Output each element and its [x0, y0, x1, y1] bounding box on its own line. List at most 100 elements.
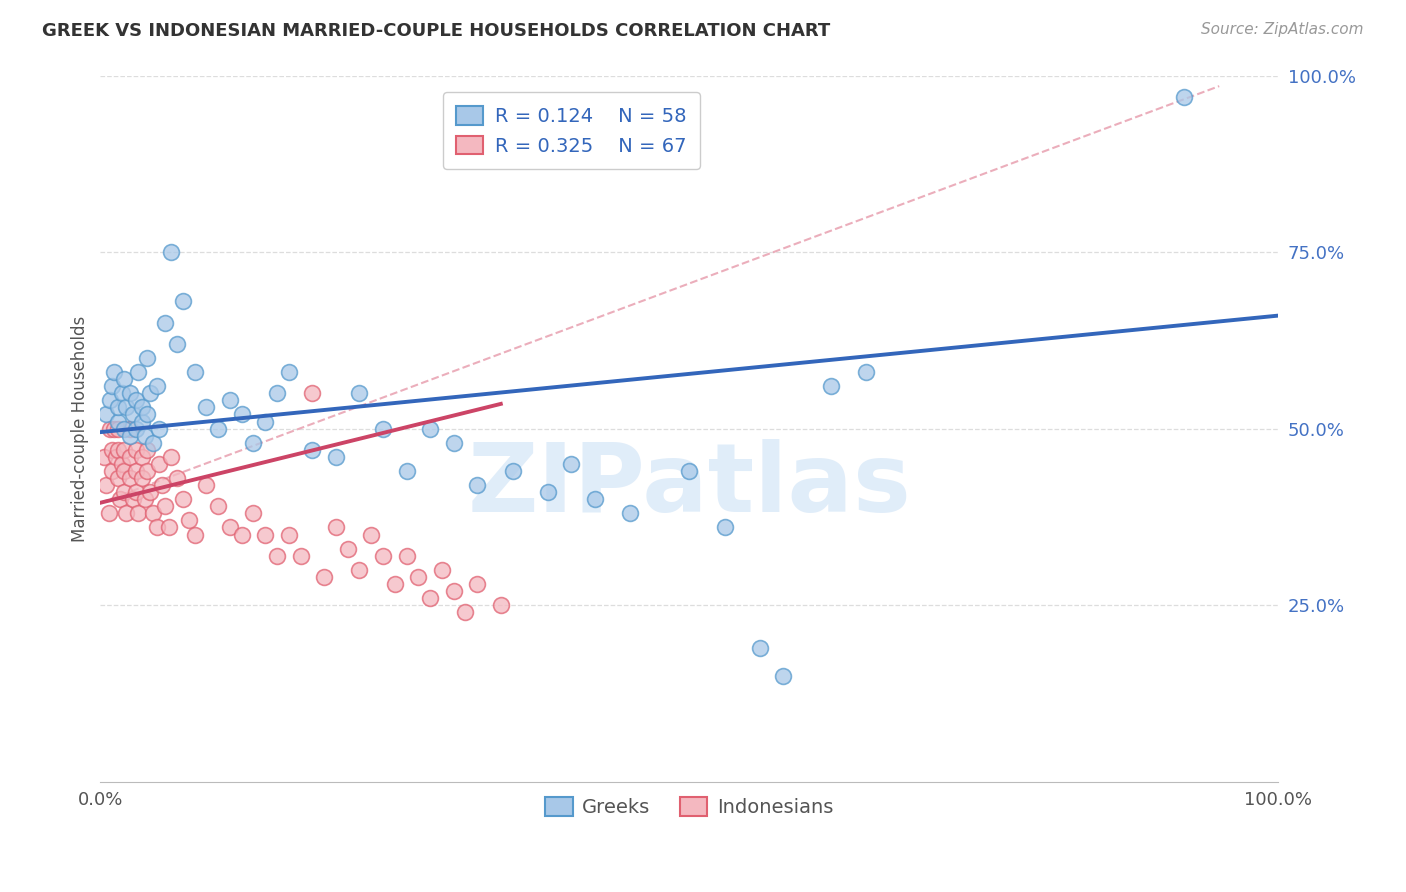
Point [183, 527, 205, 541]
Point [384, 577, 406, 591]
Point [110, 492, 132, 507]
Point [112, 464, 135, 478]
Point [172, 492, 194, 507]
Point [195, 478, 218, 492]
Point [110, 386, 132, 401]
Point [148, 457, 170, 471]
Point [349, 386, 371, 401]
Point [465, 577, 488, 591]
Point [136, 464, 159, 478]
Point [112, 442, 135, 457]
Point [146, 520, 169, 534]
Point [678, 464, 700, 478]
Point [219, 520, 242, 534]
Point [266, 549, 288, 563]
Point [325, 520, 347, 534]
Point [107, 471, 129, 485]
Point [103, 421, 125, 435]
Point [395, 549, 418, 563]
Point [104, 450, 127, 464]
Point [101, 379, 124, 393]
Point [127, 365, 149, 379]
Point [97, 506, 120, 520]
Point [395, 464, 418, 478]
Point [153, 316, 176, 330]
Point [125, 393, 148, 408]
Point [142, 506, 165, 520]
Point [98, 421, 121, 435]
Point [142, 435, 165, 450]
Point [118, 421, 141, 435]
Point [118, 471, 141, 485]
Point [360, 527, 382, 541]
Point [118, 386, 141, 401]
Point [139, 386, 162, 401]
Point [98, 393, 121, 408]
Point [96, 408, 118, 422]
Text: GREEK VS INDONESIAN MARRIED-COUPLE HOUSEHOLDS CORRELATION CHART: GREEK VS INDONESIAN MARRIED-COUPLE HOUSE… [42, 22, 831, 40]
Point [277, 365, 299, 379]
Point [153, 500, 176, 514]
Point [101, 464, 124, 478]
Point [290, 549, 312, 563]
Point [134, 428, 156, 442]
Point [430, 563, 453, 577]
Point [772, 669, 794, 683]
Point [419, 421, 441, 435]
Point [242, 506, 264, 520]
Point [157, 520, 180, 534]
Point [301, 442, 323, 457]
Point [371, 549, 394, 563]
Point [160, 450, 183, 464]
Point [115, 401, 138, 415]
Point [748, 640, 770, 655]
Point [125, 464, 148, 478]
Point [134, 492, 156, 507]
Text: ZIPatlas: ZIPatlas [467, 439, 911, 532]
Point [277, 527, 299, 541]
Point [107, 415, 129, 429]
Point [489, 598, 512, 612]
Point [103, 365, 125, 379]
Point [96, 478, 118, 492]
Point [118, 428, 141, 442]
Point [93, 450, 115, 464]
Point [160, 245, 183, 260]
Point [172, 294, 194, 309]
Point [465, 478, 488, 492]
Point [107, 401, 129, 415]
Point [583, 492, 606, 507]
Point [112, 372, 135, 386]
Point [107, 442, 129, 457]
Point [619, 506, 641, 520]
Point [254, 415, 277, 429]
Point [148, 421, 170, 435]
Point [110, 457, 132, 471]
Point [112, 421, 135, 435]
Point [231, 527, 253, 541]
Point [371, 421, 394, 435]
Point [537, 485, 560, 500]
Point [136, 408, 159, 422]
Point [166, 471, 188, 485]
Point [195, 401, 218, 415]
Point [1173, 89, 1195, 103]
Point [112, 485, 135, 500]
Point [231, 408, 253, 422]
Legend: Greeks, Indonesians: Greeks, Indonesians [537, 789, 841, 825]
Point [146, 379, 169, 393]
Point [419, 591, 441, 605]
Point [101, 442, 124, 457]
Point [336, 541, 359, 556]
Y-axis label: Married-couple Households: Married-couple Households [72, 316, 89, 541]
Point [177, 513, 200, 527]
Point [125, 421, 148, 435]
Point [207, 421, 229, 435]
Point [131, 471, 153, 485]
Point [131, 401, 153, 415]
Point [254, 527, 277, 541]
Point [136, 351, 159, 365]
Point [855, 365, 877, 379]
Point [127, 506, 149, 520]
Point [125, 442, 148, 457]
